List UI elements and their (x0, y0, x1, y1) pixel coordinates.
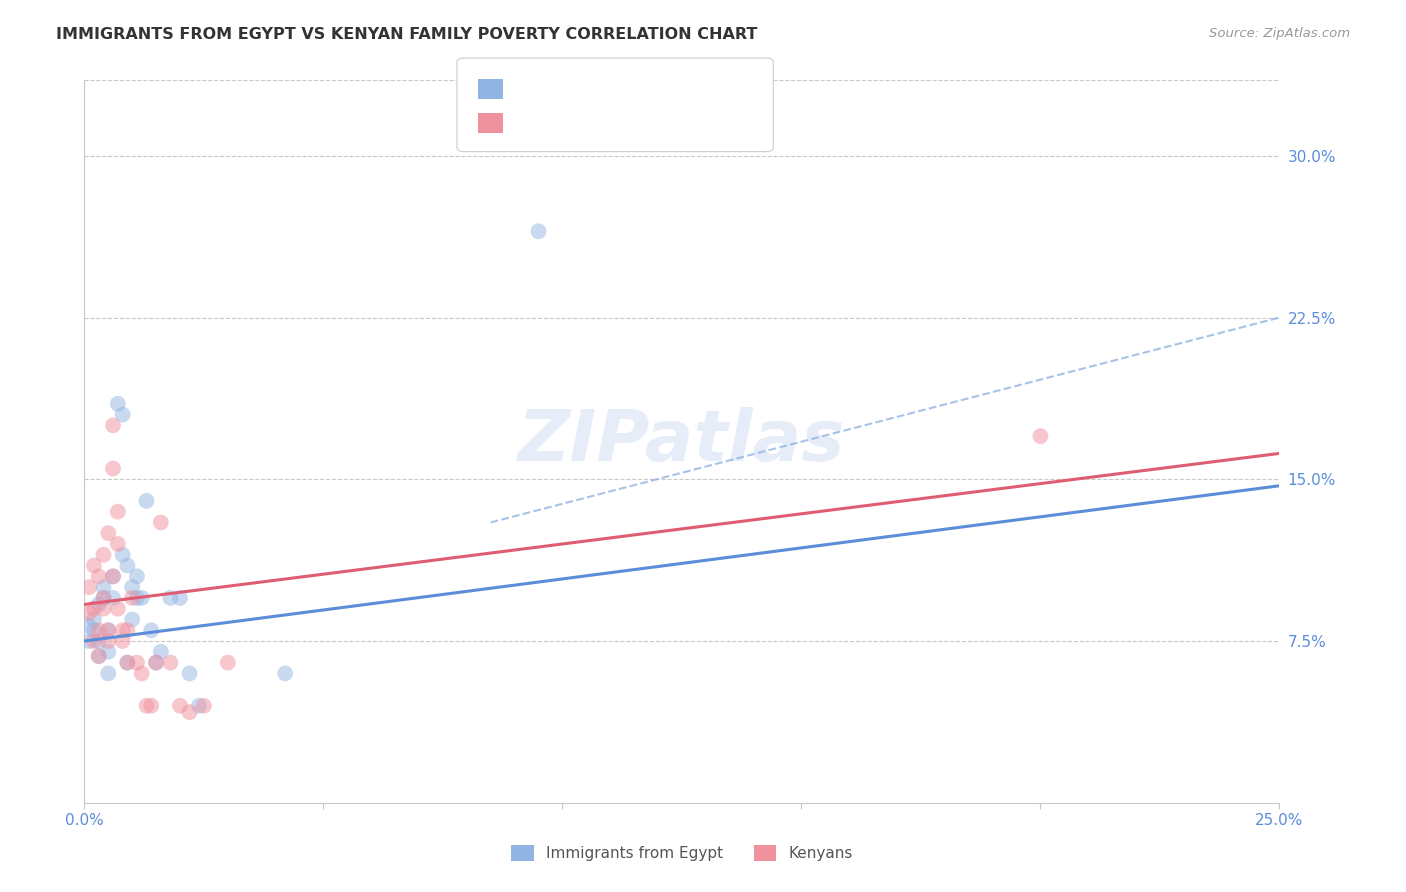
Point (1029, 429, 1052, 443)
Point (121, 591, 143, 605)
Point (125, 591, 148, 605)
Point (93, 591, 115, 605)
Point (117, 624, 139, 638)
Text: N =: N = (609, 82, 638, 96)
Point (179, 666, 201, 681)
Point (125, 569, 148, 583)
Point (159, 656, 181, 670)
Point (83, 634, 105, 648)
Point (101, 569, 124, 583)
Point (87, 624, 110, 638)
Point (83, 624, 105, 638)
Point (121, 580, 143, 594)
Text: Source: ZipAtlas.com: Source: ZipAtlas.com (1209, 27, 1350, 40)
Point (101, 461, 124, 475)
Point (135, 493, 157, 508)
Text: ZIPatlas: ZIPatlas (519, 407, 845, 476)
Point (83, 558, 105, 573)
Point (111, 408, 134, 422)
Text: 0.225: 0.225 (550, 82, 598, 96)
Point (97, 624, 120, 638)
Point (125, 656, 148, 670)
Text: 34: 34 (644, 82, 665, 96)
Point (87, 649, 110, 664)
Point (179, 705, 201, 719)
Point (97, 666, 120, 681)
Point (83, 601, 105, 615)
Point (97, 645, 120, 659)
Point (111, 548, 134, 562)
Point (121, 612, 143, 626)
Text: R =: R = (515, 116, 543, 130)
Point (527, 224, 550, 238)
Point (97, 526, 120, 541)
Point (87, 569, 110, 583)
Point (135, 698, 157, 713)
Point (274, 666, 297, 681)
Text: N =: N = (609, 116, 638, 130)
Point (107, 601, 129, 615)
Point (101, 591, 124, 605)
Point (107, 397, 129, 411)
Point (77, 606, 100, 620)
Point (87, 634, 110, 648)
Point (149, 516, 172, 530)
Point (77, 619, 100, 633)
Point (169, 698, 191, 713)
Point (93, 591, 115, 605)
Point (145, 656, 167, 670)
Text: 0.281: 0.281 (550, 116, 598, 130)
Point (193, 698, 215, 713)
Point (83, 612, 105, 626)
Text: IMMIGRANTS FROM EGYPT VS KENYAN FAMILY POVERTY CORRELATION CHART: IMMIGRANTS FROM EGYPT VS KENYAN FAMILY P… (56, 27, 758, 42)
Point (93, 548, 115, 562)
Point (131, 666, 153, 681)
Legend: Immigrants from Egypt, Kenyans: Immigrants from Egypt, Kenyans (505, 839, 859, 867)
Point (188, 698, 211, 713)
Point (97, 634, 120, 648)
Point (141, 698, 163, 713)
Point (169, 591, 191, 605)
Point (217, 656, 239, 670)
Point (107, 505, 129, 519)
Point (101, 418, 124, 433)
Point (117, 558, 139, 573)
Point (77, 580, 100, 594)
Point (141, 624, 163, 638)
Point (131, 591, 153, 605)
Point (93, 580, 115, 594)
Text: 37: 37 (644, 116, 665, 130)
Point (149, 645, 172, 659)
Point (87, 649, 110, 664)
Point (87, 598, 110, 612)
Point (97, 624, 120, 638)
Point (111, 624, 134, 638)
Point (145, 656, 167, 670)
Text: R =: R = (515, 82, 543, 96)
Point (117, 656, 139, 670)
Point (107, 537, 129, 551)
Point (117, 656, 139, 670)
Point (159, 591, 181, 605)
Point (93, 601, 115, 615)
Point (101, 569, 124, 583)
Point (111, 634, 134, 648)
Point (77, 634, 100, 648)
